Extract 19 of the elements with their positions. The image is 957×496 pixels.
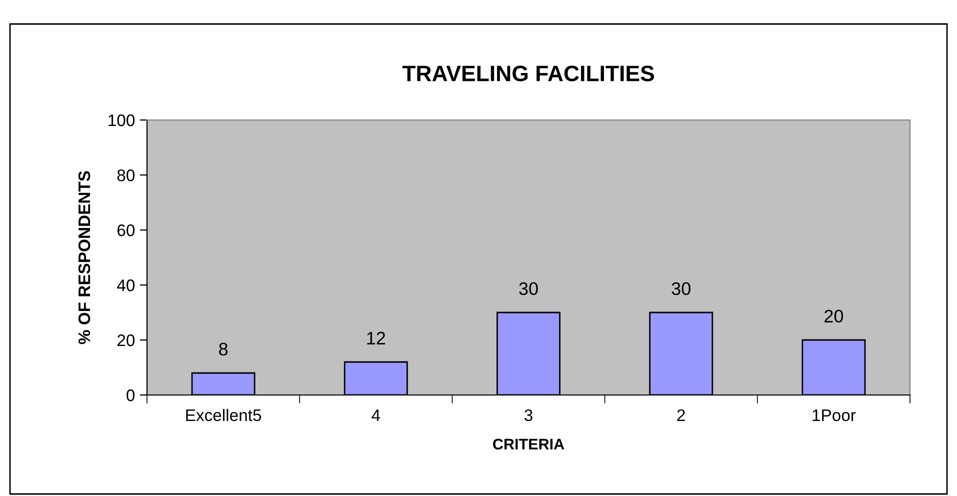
data-label: 8 bbox=[219, 342, 228, 356]
y-tick-label: 20 bbox=[117, 334, 135, 346]
data-label: 20 bbox=[824, 310, 844, 323]
x-tick-label: Excellent5 bbox=[186, 408, 262, 422]
data-label: 12 bbox=[367, 332, 386, 344]
x-tick-label: 3 bbox=[524, 409, 532, 422]
data-label: 30 bbox=[672, 282, 690, 296]
y-tick-label: 40 bbox=[117, 279, 135, 292]
chart-title: TRAVELING FACILITIES bbox=[402, 66, 654, 82]
y-tick-label: 100 bbox=[108, 114, 135, 126]
y-tick-label: 60 bbox=[118, 224, 135, 236]
y-tick-label: 0 bbox=[126, 389, 135, 402]
y-tick-label: 80 bbox=[117, 169, 135, 182]
y-axis-title: % OF RESPONDENTS bbox=[78, 171, 90, 344]
data-label: 30 bbox=[519, 282, 538, 296]
x-tick-label: 2 bbox=[677, 409, 685, 421]
x-axis-title: CRITERIA bbox=[493, 438, 564, 450]
x-tick-label: 4 bbox=[372, 410, 380, 421]
x-tick-label: 1Poor bbox=[812, 410, 856, 422]
